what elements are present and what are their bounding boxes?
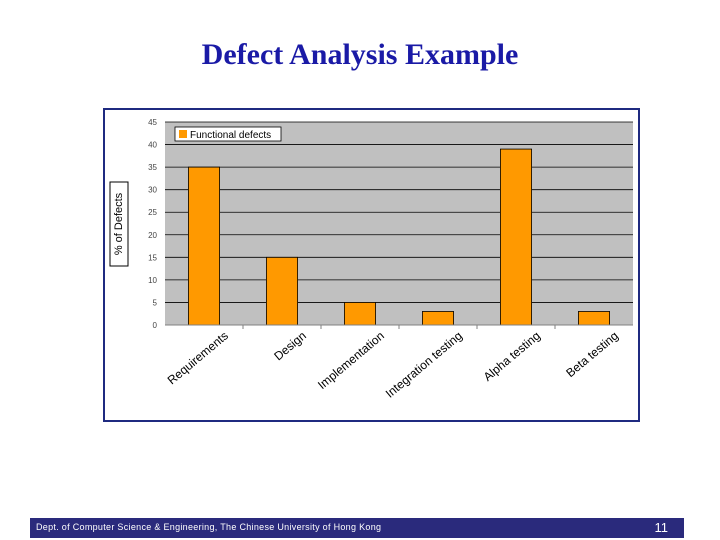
x-tick-label: Requirements [165, 329, 231, 388]
y-axis-title-box: % of Defects [109, 181, 129, 267]
plot-area [165, 122, 633, 325]
y-tick-label: 25 [148, 208, 157, 217]
x-tick-label: Implementation [315, 329, 387, 392]
bar [265, 256, 298, 326]
y-axis-title: % of Defects [113, 192, 125, 255]
bar [499, 148, 532, 326]
bar [421, 311, 454, 326]
bars [188, 148, 610, 326]
y-tick-label: 10 [148, 276, 157, 285]
x-tick-label: Integration testing [383, 329, 465, 401]
bar [343, 302, 376, 326]
legend: Functional defects [174, 126, 282, 142]
bar [577, 311, 610, 326]
gridlines [165, 121, 633, 303]
footer-text: Dept. of Computer Science & Engineering,… [36, 522, 382, 532]
x-tick-labels: Requirements Design ImplementationIntegrat… [165, 325, 621, 401]
slide-title: Defect Analysis Example [201, 38, 519, 71]
y-tick-label: 30 [148, 186, 157, 195]
y-tick-label: 45 [148, 118, 157, 127]
y-tick-label: 0 [153, 321, 158, 330]
legend-swatch [179, 130, 187, 138]
y-tick-label: 15 [148, 253, 157, 262]
y-tick-label: 5 [153, 298, 158, 307]
footer-bar: Dept. of Computer Science & Engineering,… [30, 518, 684, 538]
y-tick-label: 20 [148, 231, 157, 240]
x-tick-label: Design [271, 329, 309, 364]
y-tick-label: 40 [148, 141, 157, 150]
legend-label: Functional defects [190, 130, 271, 141]
x-tick-label: Beta testing [563, 329, 621, 380]
bar [188, 166, 221, 326]
page-number: 11 [654, 520, 669, 535]
y-tick-label: 35 [148, 163, 157, 172]
x-tick-label: Alpha testing [481, 329, 543, 384]
y-tick-labels: 0 5 10 15 20 25 30 35 40 45 [148, 118, 157, 330]
bar-chart: 0 5 10 15 20 25 30 35 40 45 Requirements Design Imp… [109, 118, 633, 401]
chart-frame: 0 5 10 15 20 25 30 35 40 45 Requirements Design Imp… [103, 108, 640, 422]
